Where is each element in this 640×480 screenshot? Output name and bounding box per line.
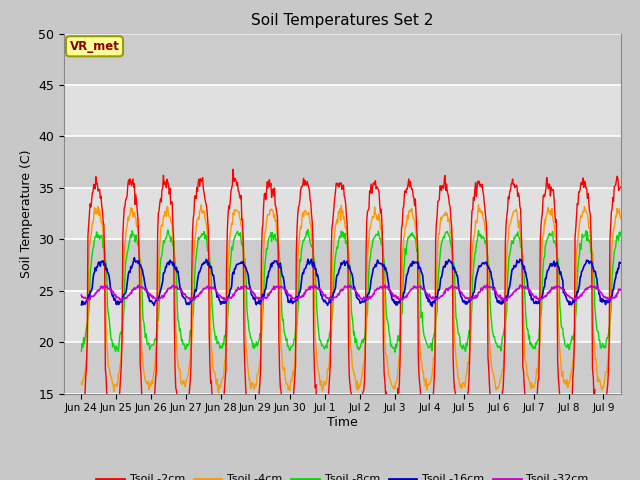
Tsoil -2cm [329,220,337,226]
Tsoil -8cm [304,227,312,232]
Tsoil -32cm [308,285,316,290]
Tsoil -32cm [617,287,625,292]
Tsoil -16cm [428,303,436,309]
Line: Tsoil -4cm: Tsoil -4cm [81,205,621,393]
Tsoil -8cm [466,330,474,336]
Tsoil -16cm [154,296,161,302]
Tsoil -8cm [617,229,625,235]
Tsoil -4cm [215,390,223,396]
Y-axis label: Soil Temperature (C): Soil Temperature (C) [20,149,33,278]
Tsoil -16cm [80,299,88,305]
Tsoil -2cm [465,374,473,380]
Tsoil -32cm [77,292,85,298]
Bar [64,85,621,136]
Tsoil -2cm [77,410,85,416]
Tsoil -4cm [465,354,473,360]
Tsoil -4cm [77,380,85,386]
Line: Tsoil -32cm: Tsoil -32cm [81,285,621,301]
Tsoil -8cm [391,349,399,355]
Tsoil -16cm [617,260,625,266]
Tsoil -4cm [80,377,88,383]
Tsoil -4cm [617,216,625,222]
Tsoil -32cm [483,282,490,288]
Tsoil -2cm [80,396,88,401]
Bar [64,136,621,188]
Tsoil -2cm [617,184,625,190]
Tsoil -16cm [479,260,486,265]
Tsoil -16cm [131,255,138,261]
Tsoil -8cm [479,234,486,240]
Bar [64,240,621,291]
Text: VR_met: VR_met [70,40,120,53]
Tsoil -2cm [478,181,486,187]
Legend: Tsoil -2cm, Tsoil -4cm, Tsoil -8cm, Tsoil -16cm, Tsoil -32cm: Tsoil -2cm, Tsoil -4cm, Tsoil -8cm, Tsoi… [92,470,593,480]
Tsoil -16cm [308,263,316,268]
Tsoil -8cm [80,335,88,341]
Tsoil -2cm [308,219,316,225]
Tsoil -32cm [329,297,337,303]
Tsoil -32cm [465,295,473,301]
X-axis label: Time: Time [327,416,358,429]
Tsoil -4cm [475,202,483,208]
Tsoil -2cm [563,427,570,433]
Tsoil -16cm [329,294,337,300]
Tsoil -16cm [77,302,85,308]
Tsoil -4cm [308,232,316,238]
Tsoil -32cm [80,295,88,300]
Bar [64,342,621,394]
Tsoil -4cm [153,343,161,349]
Tsoil -2cm [229,167,237,172]
Bar [64,188,621,240]
Tsoil -4cm [329,260,337,265]
Tsoil -8cm [77,348,85,354]
Line: Tsoil -2cm: Tsoil -2cm [81,169,621,430]
Title: Soil Temperatures Set 2: Soil Temperatures Set 2 [252,13,433,28]
Tsoil -8cm [329,311,337,316]
Tsoil -32cm [116,298,124,304]
Tsoil -2cm [153,321,161,326]
Tsoil -4cm [479,215,486,221]
Line: Tsoil -8cm: Tsoil -8cm [81,229,621,352]
Tsoil -8cm [308,243,316,249]
Tsoil -8cm [153,324,161,329]
Bar [64,291,621,342]
Tsoil -32cm [154,296,161,302]
Line: Tsoil -16cm: Tsoil -16cm [81,258,621,306]
Tsoil -16cm [466,297,474,303]
Bar [64,34,621,85]
Tsoil -32cm [478,288,486,293]
